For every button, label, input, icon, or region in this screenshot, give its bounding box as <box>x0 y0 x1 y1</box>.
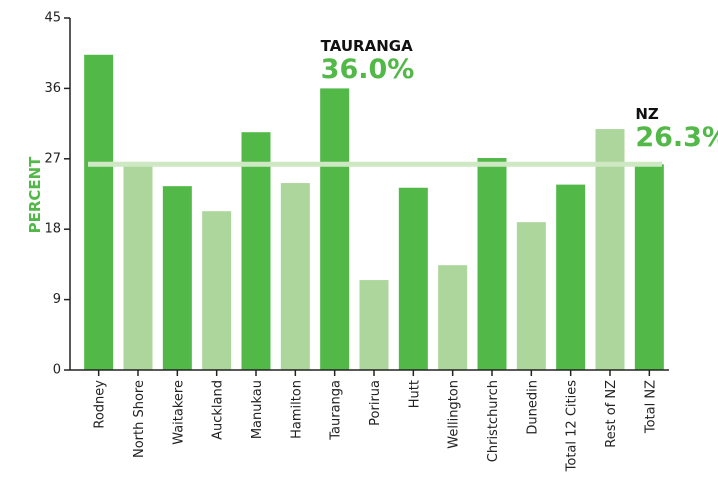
x-tick-label: Christchurch <box>486 380 501 462</box>
y-tick-label: 9 <box>53 292 61 307</box>
bar <box>359 280 389 370</box>
x-tick-label: Rest of NZ <box>604 380 619 448</box>
y-axis-label: PERCENT <box>26 156 44 234</box>
x-tick-label: Rodney <box>93 380 108 429</box>
bar <box>123 161 153 370</box>
x-tick-label: Dunedin <box>525 380 540 435</box>
bar <box>556 184 586 370</box>
x-tick-label: Manukau <box>250 380 265 439</box>
x-tick-label: Total NZ <box>643 380 658 434</box>
y-tick-label: 27 <box>44 151 61 166</box>
x-tick-label: Waitakere <box>171 380 186 445</box>
annotation-title: NZ <box>635 105 659 123</box>
bar <box>84 54 114 371</box>
y-tick-label: 0 <box>53 363 61 378</box>
annotation-value: 36.0% <box>321 54 415 85</box>
annotation-title: TAURANGA <box>321 37 413 55</box>
bar <box>595 129 625 370</box>
bar <box>280 183 310 370</box>
annotation-value: 26.3% <box>635 122 718 153</box>
x-tick-label: Total 12 Cities <box>565 380 580 473</box>
bar <box>320 88 350 371</box>
y-tick-label: 45 <box>44 11 61 26</box>
x-tick-label: Hamilton <box>289 380 304 439</box>
x-tick-label: Porirua <box>368 380 383 426</box>
x-tick-label: Wellington <box>447 380 462 449</box>
y-tick-label: 36 <box>44 81 61 96</box>
bar <box>516 222 546 370</box>
y-tick-label: 18 <box>44 222 61 237</box>
x-tick-label: North Shore <box>132 380 147 458</box>
bar <box>202 211 232 370</box>
bar <box>241 132 271 370</box>
bar <box>438 265 468 370</box>
bar <box>398 187 428 370</box>
x-tick-label: Hutt <box>407 380 422 408</box>
bar <box>477 158 507 370</box>
bar <box>162 186 192 370</box>
bar <box>634 164 664 370</box>
x-tick-label: Tauranga <box>329 380 344 441</box>
x-tick-label: Auckland <box>211 380 226 440</box>
